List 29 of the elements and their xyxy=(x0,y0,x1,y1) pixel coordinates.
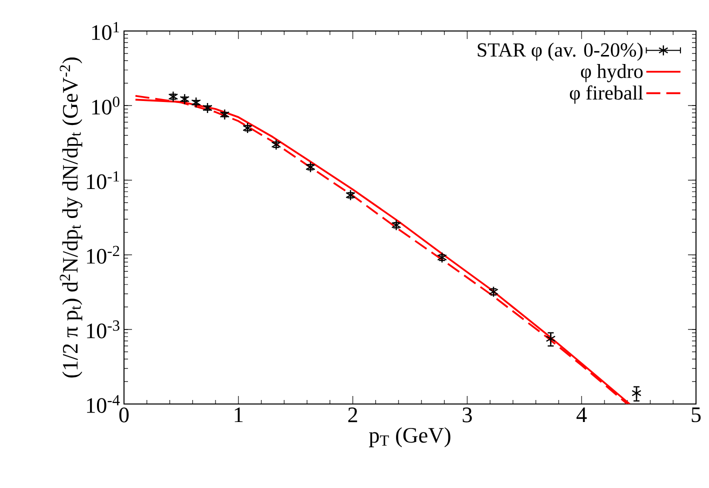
y-tick-label: 10$^{-2}$ xyxy=(87,246,120,264)
point xyxy=(546,333,556,344)
y-tick-label: 10$^{-1}$ xyxy=(87,171,120,190)
point xyxy=(220,108,230,120)
point xyxy=(242,122,252,134)
point xyxy=(346,190,356,201)
legend-label: STAR φ (av. 0-20%) xyxy=(478,42,643,61)
x-tick-label: 5 xyxy=(692,408,701,422)
point xyxy=(202,102,212,114)
point xyxy=(391,220,402,231)
y-tick-label: 10$^{1}$ xyxy=(92,22,120,40)
point xyxy=(168,91,178,102)
point xyxy=(306,161,316,173)
x-axis-title: p$_{T}$ (GeV) xyxy=(369,427,450,448)
y-tick-label: 10$^{0}$ xyxy=(92,96,120,115)
text: (1/2 π p$_{t}$) d$^{2}$N/dp$_{t}$ dy dN/dp$_{t}$ (GeV$^{-2}$) xyxy=(60,58,82,378)
x-tick-label: 0 xyxy=(119,408,129,422)
point xyxy=(632,388,642,399)
x-tick-label: 1 xyxy=(234,408,243,422)
x-tick-label: 2 xyxy=(348,408,358,422)
point xyxy=(437,252,447,264)
point xyxy=(180,94,190,105)
y-tick-label: 10$^{-4}$ xyxy=(87,395,120,413)
legend-label: φ hydro xyxy=(580,64,643,82)
y-tick-label: 10$^{-3}$ xyxy=(87,320,120,338)
x-tick-label: 4 xyxy=(576,408,587,422)
point xyxy=(191,96,202,108)
x-tick-label: 3 xyxy=(462,408,472,422)
legend-label: φ fireball xyxy=(570,85,644,104)
